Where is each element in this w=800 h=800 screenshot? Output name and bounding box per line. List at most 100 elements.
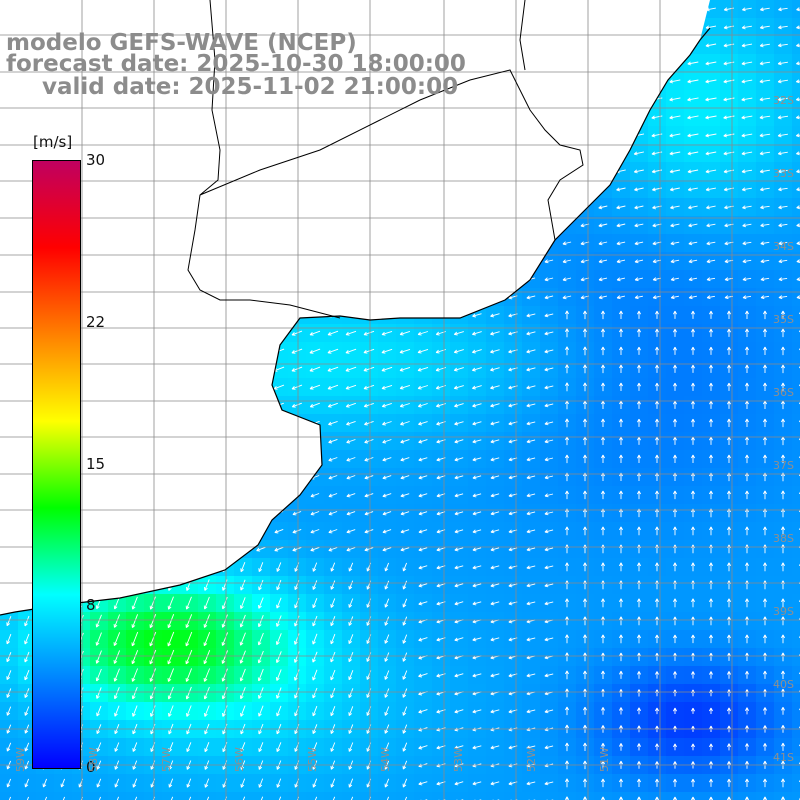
wind-arrow — [526, 331, 536, 336]
wind-arrow — [763, 418, 767, 427]
wind-arrow — [759, 151, 771, 156]
wind-arrow — [242, 796, 246, 800]
wind-arrow — [691, 454, 695, 463]
wind-arrow — [384, 688, 390, 698]
wind-arrow — [672, 454, 678, 463]
wind-arrow — [274, 151, 284, 156]
wind-arrow — [490, 781, 500, 786]
wind-arrow — [472, 709, 482, 714]
wind-arrow — [6, 580, 12, 590]
wind-arrow — [149, 631, 157, 647]
wind-arrow — [4, 240, 14, 246]
wind-arrow — [565, 742, 569, 752]
wind-speed-cell — [792, 612, 800, 631]
wind-arrow — [673, 616, 677, 626]
wind-arrow — [687, 115, 699, 120]
wind-arrow — [256, 528, 266, 534]
wind-speed-cell — [306, 792, 325, 800]
latitude-label: 34S — [773, 240, 794, 253]
wind-arrow — [402, 634, 408, 644]
wind-arrow — [400, 205, 410, 210]
wind-arrow — [601, 742, 605, 751]
wind-arrow — [256, 24, 266, 30]
wind-arrow — [166, 186, 176, 192]
wind-arrow — [381, 330, 393, 336]
wind-arrow — [418, 583, 428, 588]
wind-arrow — [562, 115, 572, 120]
wind-arrow — [598, 133, 608, 138]
wind-arrow — [364, 151, 374, 156]
wind-arrow — [741, 97, 753, 102]
wind-arrow — [346, 547, 356, 552]
wind-arrow — [292, 133, 302, 138]
wind-arrow — [565, 796, 569, 800]
wind-arrow — [778, 187, 788, 192]
wind-arrow — [583, 670, 587, 680]
wind-arrow — [94, 150, 104, 156]
wind-arrow — [382, 277, 392, 282]
wind-arrow — [673, 436, 677, 445]
wind-arrow — [220, 186, 230, 192]
wind-arrow — [348, 616, 354, 626]
wind-arrow — [240, 742, 246, 753]
wind-arrow — [310, 169, 320, 174]
wind-arrow — [583, 742, 587, 751]
wind-arrow — [526, 511, 536, 516]
wind-arrow — [417, 366, 429, 372]
wind-arrow — [276, 705, 282, 717]
wind-speed-cell — [612, 792, 631, 800]
wind-arrow — [24, 598, 30, 609]
wind-arrow — [655, 743, 659, 751]
wind-arrow — [148, 60, 158, 66]
wind-arrow — [565, 652, 569, 662]
wind-arrow — [292, 456, 302, 462]
wind-arrow — [22, 204, 32, 210]
wind-speed-cell — [666, 792, 685, 800]
wind-arrow — [330, 706, 336, 717]
wind-arrow — [113, 596, 120, 610]
wind-arrow — [348, 670, 354, 681]
wind-arrow — [382, 241, 392, 246]
wind-arrow — [221, 596, 228, 610]
wind-arrow — [490, 259, 500, 264]
wind-arrow — [564, 418, 570, 428]
wind-arrow — [598, 241, 608, 246]
wind-speed-cell — [792, 648, 800, 667]
wind-speed-cell — [270, 792, 289, 800]
wind-arrow — [745, 400, 749, 409]
wind-arrow — [256, 546, 266, 552]
wind-arrow — [795, 115, 800, 120]
wind-arrow — [6, 616, 12, 627]
wind-arrow — [691, 796, 695, 800]
wind-arrow — [238, 114, 248, 120]
wind-arrow — [364, 511, 374, 516]
wind-arrow — [238, 474, 248, 480]
wind-arrow — [601, 652, 605, 662]
wind-arrow — [727, 436, 731, 445]
wind-arrow — [130, 96, 140, 102]
wind-arrow — [186, 778, 192, 788]
wind-speed-cell — [792, 576, 800, 595]
wind-arrow — [114, 579, 120, 591]
wind-arrow — [6, 742, 12, 752]
wind-speed-cell — [792, 594, 800, 613]
wind-arrow — [237, 348, 249, 354]
wind-arrow — [763, 490, 767, 500]
wind-arrow — [94, 348, 104, 354]
wind-arrow — [472, 259, 482, 264]
wind-arrow — [544, 241, 554, 246]
wind-arrow — [759, 79, 771, 84]
wind-arrow — [454, 781, 464, 786]
wind-arrow — [400, 439, 410, 444]
wind-arrow — [633, 151, 644, 156]
wind-arrow — [637, 652, 641, 661]
wind-arrow — [673, 778, 677, 787]
wind-arrow — [399, 366, 411, 372]
wind-arrow — [348, 778, 354, 788]
wind-arrow — [239, 597, 246, 610]
wind-arrow — [363, 402, 374, 408]
wind-arrow — [328, 475, 338, 480]
wind-speed-cell — [324, 792, 343, 800]
wind-arrow — [544, 529, 554, 534]
wind-arrow — [202, 60, 212, 66]
